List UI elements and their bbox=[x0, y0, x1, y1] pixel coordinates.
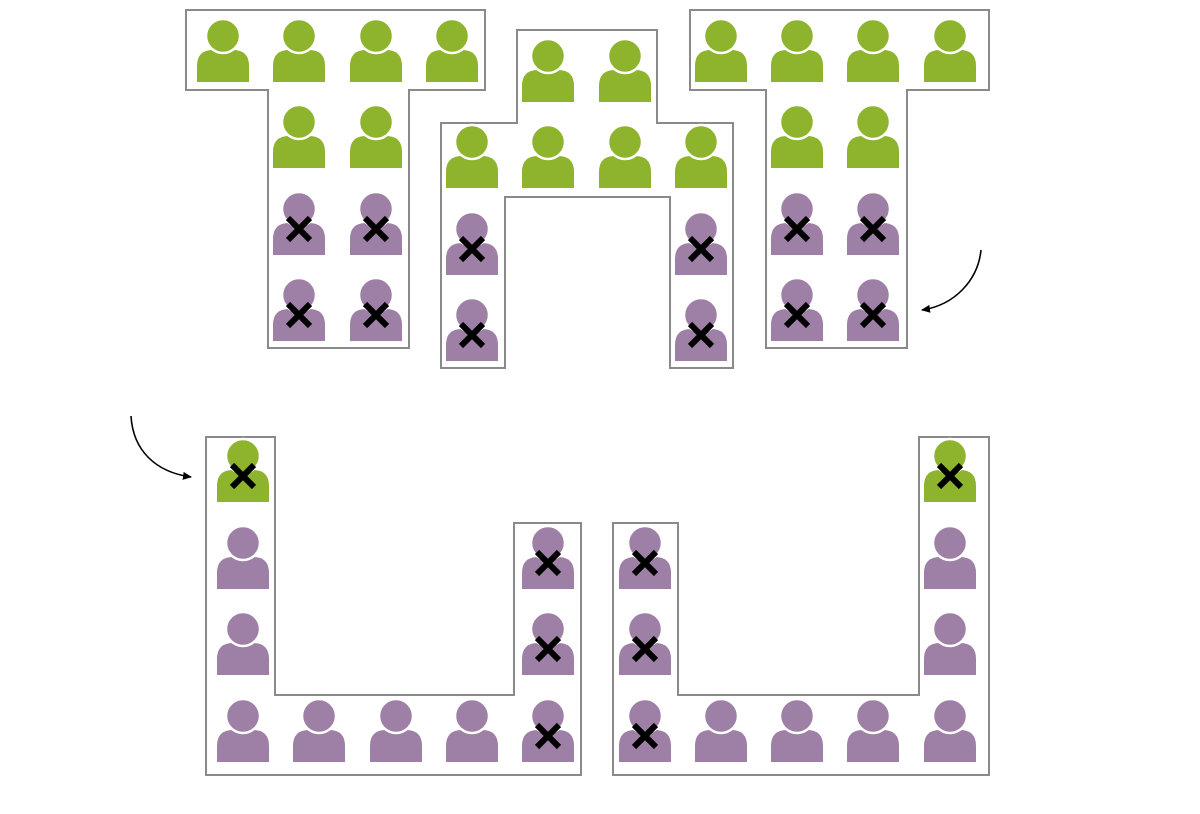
person-icon bbox=[924, 610, 976, 675]
cross-icon bbox=[534, 722, 562, 750]
person-icon bbox=[273, 276, 325, 341]
person-icon bbox=[273, 103, 325, 168]
group-top-right-t bbox=[695, 17, 976, 341]
cross-icon bbox=[458, 321, 486, 349]
person-icon bbox=[771, 17, 823, 82]
person-icon bbox=[293, 697, 345, 762]
person-icon bbox=[370, 697, 422, 762]
person-icon bbox=[350, 103, 402, 168]
cross-icon bbox=[631, 549, 659, 577]
person-icon bbox=[446, 697, 498, 762]
person-icon bbox=[217, 697, 269, 762]
person-icon bbox=[924, 17, 976, 82]
person-icon bbox=[217, 437, 269, 502]
person-icon bbox=[217, 524, 269, 589]
cross-icon bbox=[285, 215, 313, 243]
person-icon bbox=[273, 17, 325, 82]
cross-icon bbox=[936, 462, 964, 490]
person-icon bbox=[273, 190, 325, 255]
person-icon bbox=[771, 276, 823, 341]
group-outline-top-middle-arch bbox=[440, 29, 734, 369]
cross-icon bbox=[458, 235, 486, 263]
group-outline-bottom-right-u bbox=[612, 436, 990, 776]
person-icon bbox=[619, 610, 671, 675]
people-layer bbox=[197, 17, 976, 762]
cross-icon bbox=[229, 462, 257, 490]
person-icon bbox=[217, 610, 269, 675]
cross-icon bbox=[687, 321, 715, 349]
person-icon bbox=[446, 210, 498, 275]
person-icon bbox=[771, 190, 823, 255]
person-icon bbox=[350, 17, 402, 82]
cross-icon bbox=[285, 301, 313, 329]
person-icon bbox=[771, 697, 823, 762]
cross-icon bbox=[534, 549, 562, 577]
person-icon bbox=[426, 17, 478, 82]
person-icon bbox=[197, 17, 249, 82]
person-icon bbox=[350, 190, 402, 255]
cross-icon bbox=[687, 235, 715, 263]
group-bottom-right-u bbox=[619, 437, 976, 762]
person-icon bbox=[695, 697, 747, 762]
person-icon bbox=[675, 296, 727, 361]
person-icon bbox=[599, 37, 651, 102]
person-icon bbox=[522, 610, 574, 675]
person-icon bbox=[695, 17, 747, 82]
person-icon bbox=[522, 37, 574, 102]
group-top-left-t bbox=[197, 17, 478, 341]
person-icon bbox=[446, 123, 498, 188]
cross-icon bbox=[859, 301, 887, 329]
person-icon bbox=[675, 210, 727, 275]
group-bottom-left-u bbox=[217, 437, 574, 762]
person-icon bbox=[847, 190, 899, 255]
person-icon bbox=[522, 697, 574, 762]
person-icon bbox=[924, 697, 976, 762]
person-icon bbox=[847, 17, 899, 82]
group-top-middle-arch bbox=[446, 37, 727, 361]
cross-icon bbox=[362, 215, 390, 243]
person-icon bbox=[847, 276, 899, 341]
cross-icon bbox=[631, 722, 659, 750]
cross-icon bbox=[362, 301, 390, 329]
person-icon bbox=[599, 123, 651, 188]
cross-icon bbox=[859, 215, 887, 243]
person-icon bbox=[522, 524, 574, 589]
person-icon bbox=[619, 697, 671, 762]
person-icon bbox=[522, 123, 574, 188]
cross-icon bbox=[534, 635, 562, 663]
cross-icon bbox=[631, 635, 659, 663]
person-icon bbox=[771, 103, 823, 168]
cross-icon bbox=[783, 215, 811, 243]
person-icon bbox=[924, 524, 976, 589]
person-icon bbox=[675, 123, 727, 188]
person-icon bbox=[619, 524, 671, 589]
person-icon bbox=[924, 437, 976, 502]
group-outline-top-left-t bbox=[185, 9, 486, 349]
person-icon bbox=[847, 103, 899, 168]
curved-arrow-icon bbox=[130, 415, 192, 480]
person-icon bbox=[847, 697, 899, 762]
person-icon bbox=[350, 276, 402, 341]
cross-icon bbox=[783, 301, 811, 329]
group-outline-bottom-left-u bbox=[205, 436, 582, 776]
curved-arrow-icon bbox=[921, 249, 982, 313]
person-icon bbox=[446, 296, 498, 361]
group-outline-top-right-t bbox=[689, 9, 990, 349]
